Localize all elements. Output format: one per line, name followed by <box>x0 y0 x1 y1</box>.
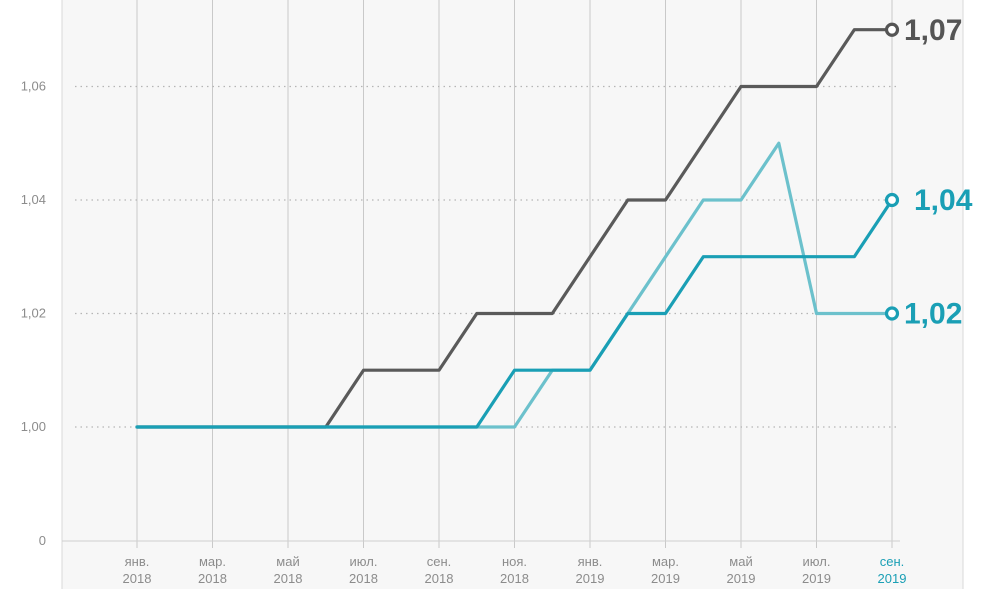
x-tick-month: сен. <box>880 554 905 569</box>
series-end-label-2: 1,02 <box>904 298 962 331</box>
series-end-marker-2 <box>884 306 900 321</box>
x-tick-year: 2019 <box>727 571 756 586</box>
y-axis-ticks: 0 1,00 1,02 1,04 1,06 <box>21 79 46 549</box>
series-end-marker-1 <box>884 22 900 37</box>
x-tick-year: 2019 <box>802 571 831 586</box>
x-tick-month: янв. <box>125 554 150 569</box>
x-tick-month: сен. <box>427 554 452 569</box>
y-tick-label: 1,06 <box>21 79 46 94</box>
x-tick-year: 2019 <box>878 571 907 586</box>
series-line-2 <box>135 141 894 429</box>
x-tick-month: май <box>276 554 299 569</box>
x-tick-year: 2018 <box>198 571 227 586</box>
x-tick-month: май <box>729 554 752 569</box>
x-tick-year: 2018 <box>123 571 152 586</box>
series-end-label-1: 1,07 <box>904 14 962 47</box>
series-line-3 <box>135 198 894 429</box>
plot-background <box>62 0 963 589</box>
x-tick-month: янв. <box>578 554 603 569</box>
x-tick-month: июл. <box>350 554 378 569</box>
y-tick-label: 1,00 <box>21 419 46 434</box>
series <box>135 28 894 429</box>
end-labels: 1,07 1,02 1,04 <box>884 14 973 331</box>
x-tick-year: 2019 <box>651 571 680 586</box>
x-tick-month: июл. <box>803 554 831 569</box>
x-tick-year: 2018 <box>274 571 303 586</box>
series-end-marker-3 <box>884 192 900 208</box>
y-tick-label: 1,02 <box>21 306 46 321</box>
x-tick-month: мар. <box>652 554 679 569</box>
y-tick-label: 1,04 <box>21 192 46 207</box>
grid <box>62 0 900 548</box>
series-line-1 <box>135 28 894 429</box>
x-tick-year: 2018 <box>349 571 378 586</box>
y-tick-label: 0 <box>39 533 46 548</box>
series-end-label-3: 1,04 <box>914 184 973 217</box>
x-axis-ticks: янв. 2018 мар. 2018 май 2018 июл. 2018 сен. 2018 н… <box>123 554 907 586</box>
x-tick-year: 2019 <box>576 571 605 586</box>
x-tick-month: мар. <box>199 554 226 569</box>
x-tick-year: 2018 <box>425 571 454 586</box>
x-tick-year: 2018 <box>500 571 529 586</box>
x-tick-month: ноя. <box>502 554 527 569</box>
